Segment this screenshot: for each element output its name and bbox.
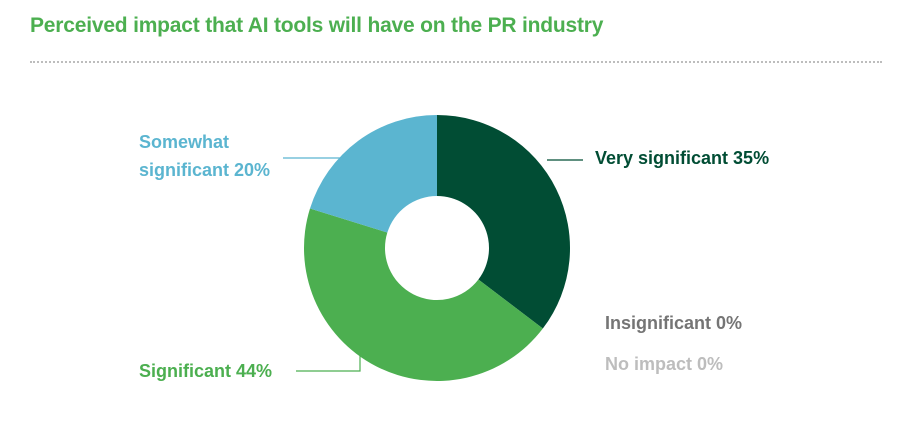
label-significant: Significant 44%	[139, 361, 272, 381]
slice-somewhat-significant	[309, 115, 437, 233]
label-very-significant: Very significant 35%	[595, 148, 769, 168]
donut-slices	[304, 115, 571, 381]
chart-title: Perceived impact that AI tools will have…	[30, 14, 604, 37]
label-insignificant: Insignificant 0%	[605, 313, 742, 333]
slice-very-significant	[437, 115, 571, 329]
slice-significant	[304, 208, 543, 381]
title-divider	[30, 61, 882, 63]
leader-line-significant	[296, 345, 361, 372]
leader-lines	[283, 157, 583, 372]
label-somewhat-significant: Somewhat significant 20%	[139, 132, 270, 180]
label-no-impact: No impact 0%	[605, 354, 723, 374]
slice-labels: Very significant 35% Significant 44% Somew…	[139, 132, 769, 381]
